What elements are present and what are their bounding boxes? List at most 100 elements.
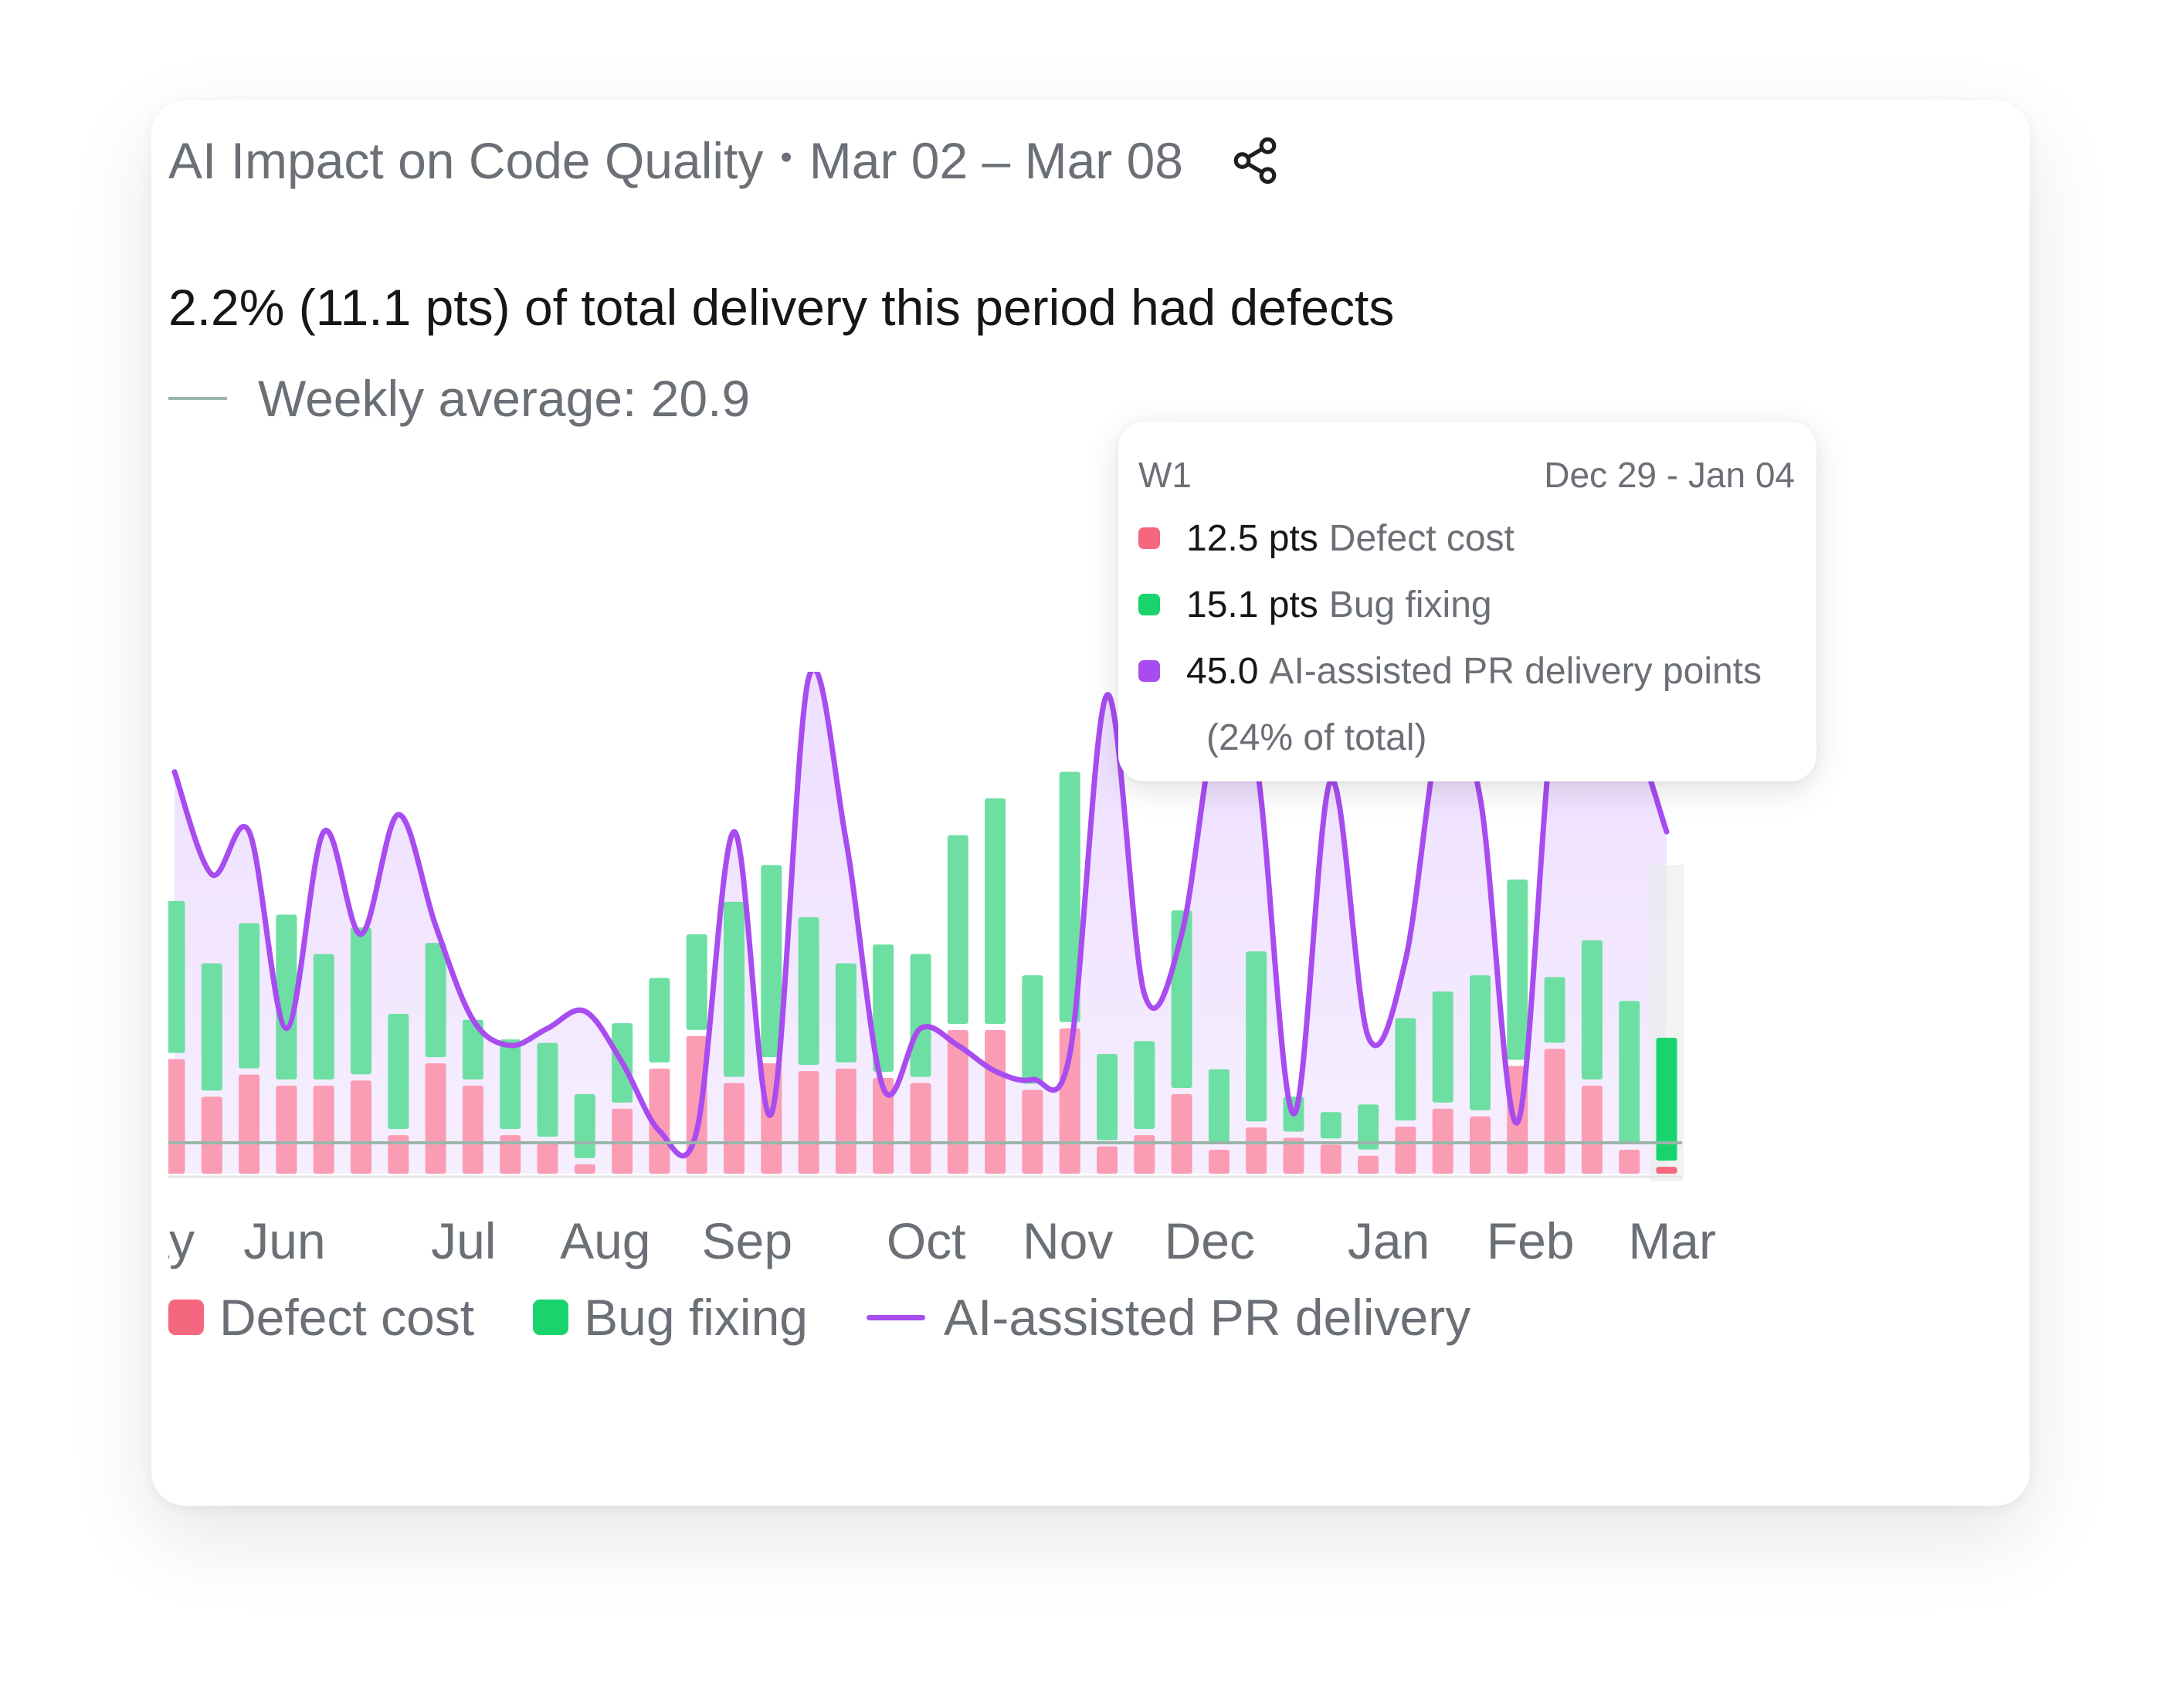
weekly-average: Weekly average: 20.9 [168,369,750,428]
bug-fixing-bar [313,954,334,1079]
defect-bar [425,1063,446,1174]
defect-bar [612,1108,633,1174]
defect-dot-icon [1138,527,1160,549]
defect-bar [1246,1127,1267,1174]
date-range: Mar 02 – Mar 08 [809,132,1184,189]
legend-label-defect: Defect cost [219,1289,475,1346]
bug-fixing-bar [1022,975,1043,1084]
chart-legend: Defect cost Bug fixing AI-assisted PR de… [168,1288,1529,1347]
defect-bar [239,1074,260,1174]
bug-fixing-bar [351,927,371,1075]
bug-fixing-bar [1581,940,1603,1079]
defect-bar [910,1083,931,1174]
defect-bar [1619,1150,1640,1174]
defect-bar [873,1078,894,1174]
bug-fixing-bar [1320,1112,1342,1139]
legend-item-defect[interactable]: Defect cost [168,1288,474,1347]
bug-fixing-bar [239,923,260,1069]
ai-line-swatch-icon [867,1314,925,1320]
chart-plot[interactable]: May Jun Jul Aug Sep Oct Nov Dec Jan Feb Mar [168,672,1945,1274]
x-tick-label: Jan [1348,1212,1430,1269]
x-tick-label: Feb [1487,1212,1575,1269]
bug-fixing-bar [1134,1041,1155,1130]
defect-bar [1208,1150,1230,1174]
defect-bar [462,1085,483,1174]
defect-bar [1544,1049,1565,1174]
x-tick-label: Sep [702,1212,792,1269]
bug-fixing-bar [425,943,446,1058]
average-line-swatch [168,397,227,400]
bug-fixing-bar [910,954,931,1077]
ai-dot-icon [1138,660,1160,682]
defect-bar [985,1030,1006,1174]
defect-bar [1097,1146,1118,1174]
defect-bar [313,1085,334,1174]
bug-fixing-bar [388,1013,409,1130]
bug-fixing-bar [1395,1018,1416,1121]
bug-fixing-bar [1656,1037,1677,1161]
bug-fixing-bar [686,934,707,1030]
defect-bar [1320,1144,1342,1174]
defect-bar [1470,1116,1491,1174]
legend-label-ai: AI-assisted PR delivery [944,1289,1471,1346]
defect-bar [574,1164,595,1174]
defect-bar [1581,1085,1603,1174]
bug-fixing-bar [761,865,782,1058]
legend-label-bug: Bug fixing [584,1289,808,1346]
defect-bar [835,1068,856,1174]
x-tick-label: Dec [1165,1212,1255,1269]
defect-bar [1656,1167,1677,1174]
defect-bar [947,1030,968,1174]
defect-bar [1059,1028,1080,1174]
tooltip-week: W1 [1138,455,1192,495]
legend-item-ai[interactable]: AI-assisted PR delivery [867,1288,1470,1347]
bug-dot-icon [1138,594,1160,615]
x-tick-label: Jun [243,1212,325,1269]
defect-bar [1358,1155,1379,1174]
bug-fixing-bar [500,1039,521,1130]
chart-tooltip: W1 Dec 29 - Jan 04 12.5 pts Defect cost … [1118,422,1816,781]
bug-fixing-bar [1507,879,1528,1060]
bug-fixing-bar [537,1042,558,1137]
bug-swatch-icon [533,1300,569,1335]
x-tick-label: Mar [1628,1212,1716,1269]
x-tick-label: Oct [887,1212,966,1269]
bug-fixing-bar [649,978,670,1062]
tooltip-note: (24% of total) [1206,717,1427,758]
defect-bar [351,1080,371,1174]
defect-bar [168,1059,185,1174]
defect-headline: 2.2% (11.1 pts) of total delivery this p… [168,279,1395,336]
tooltip-bug-label: Bug fixing [1328,584,1492,625]
x-tick-label: Jul [431,1212,496,1269]
title-separator: • [780,138,792,176]
share-icon[interactable] [1230,135,1280,186]
defect-bar [686,1035,707,1174]
bug-fixing-bar [1470,975,1491,1110]
bug-fixing-bar [1208,1069,1230,1144]
x-tick-label: Nov [1023,1212,1113,1269]
tooltip-row-defect: 12.5 pts Defect cost [1138,505,1795,571]
defect-bar [1283,1137,1304,1174]
bug-fixing-bar [873,944,894,1072]
defect-bar [388,1135,409,1174]
weekly-average-label: Weekly average: 20.9 [258,370,751,427]
bug-fixing-bar [985,798,1006,1024]
bug-fixing-bar [835,963,856,1062]
bug-fixing-bar [1059,771,1080,1022]
bug-fixing-bar [462,1019,483,1079]
defect-bar [201,1096,222,1174]
bug-fixing-bar [201,963,222,1091]
legend-item-bug[interactable]: Bug fixing [533,1288,808,1347]
tooltip-ai-label: AI-assisted PR delivery points [1269,650,1762,692]
chart-title: AI Impact on Code Quality [168,132,764,189]
tooltip-bug-value: 15.1 pts [1186,584,1318,625]
bug-fixing-bar [168,900,185,1053]
tooltip-row-ai: 45.0 AI-assisted PR delivery points [1138,638,1795,704]
card-header: AI Impact on Code Quality • Mar 02 – Mar… [168,131,1280,190]
x-tick-label: Aug [560,1212,650,1269]
defect-bar [724,1083,745,1174]
defect-bar [537,1143,558,1174]
tooltip-row-bug: 15.1 pts Bug fixing [1138,571,1795,638]
defect-swatch-icon [168,1300,204,1335]
x-tick-label: May [168,1212,195,1269]
